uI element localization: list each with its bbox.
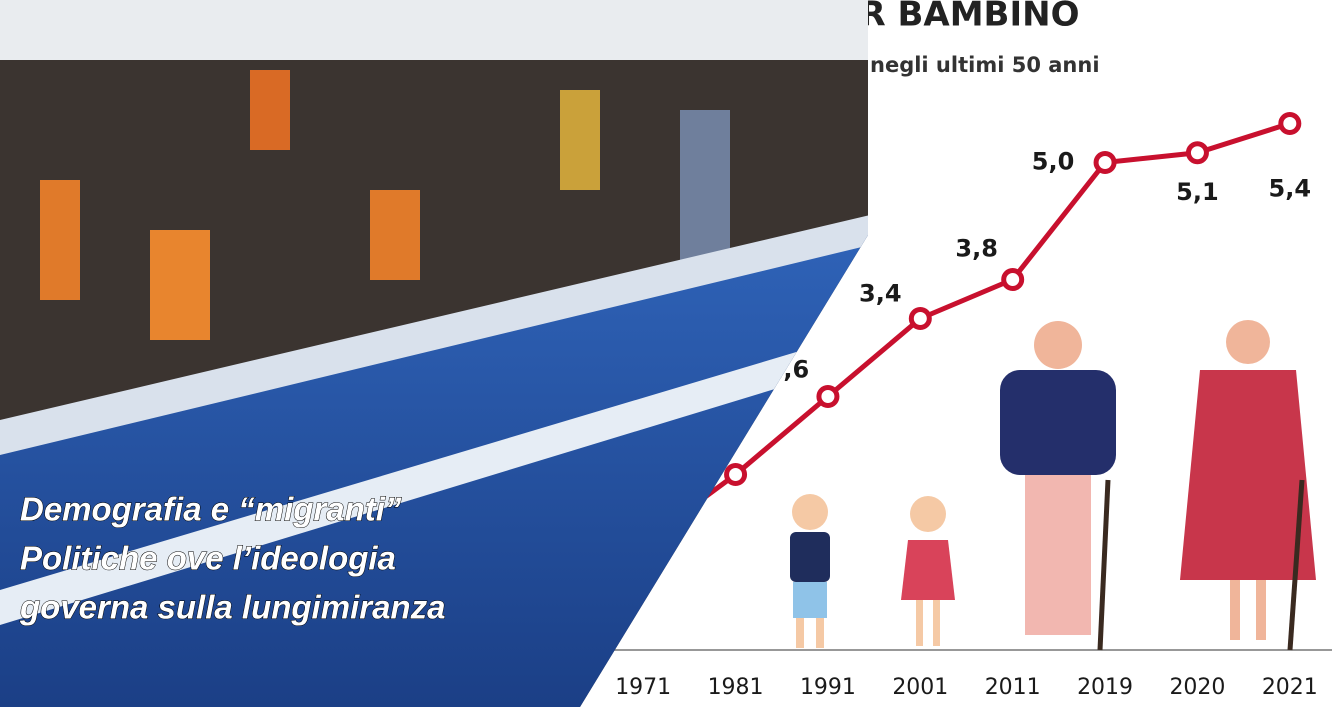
x-tick-label: 2021 [1262,675,1318,700]
x-tick-label: 1991 [800,675,856,700]
x-tick-label: 1971 [615,675,671,700]
data-point [1185,141,1209,165]
x-tick-label: 2019 [1077,675,1133,700]
data-label: 3,8 [955,235,998,263]
data-label: 5,4 [1269,175,1312,203]
data-point [816,385,840,408]
headline: Demografia e “migranti” Politiche ove l’i… [19,490,446,626]
illustration [790,320,1316,651]
data-point [1001,268,1025,291]
chart-subtitle: negli ultimi 50 anni [870,53,1100,77]
x-tick-label: 1981 [708,675,764,700]
headline-line: Politiche ove l’ideologia [20,540,396,577]
headline-line: Demografia e “migranti” [20,491,402,528]
x-tick-label: 2001 [892,675,948,700]
x-tick-label: 2020 [1169,675,1225,700]
headline-line: governa sulla lungimiranza [19,589,445,626]
data-point [724,463,748,486]
data-point [1278,112,1302,135]
data-label: 5,0 [1032,148,1075,176]
data-point [908,307,932,330]
data-label: 5,1 [1176,178,1219,206]
data-label: 3,4 [859,280,902,308]
data-line [641,121,1291,545]
data-point [1093,151,1117,174]
x-tick-label: 2011 [985,675,1041,700]
